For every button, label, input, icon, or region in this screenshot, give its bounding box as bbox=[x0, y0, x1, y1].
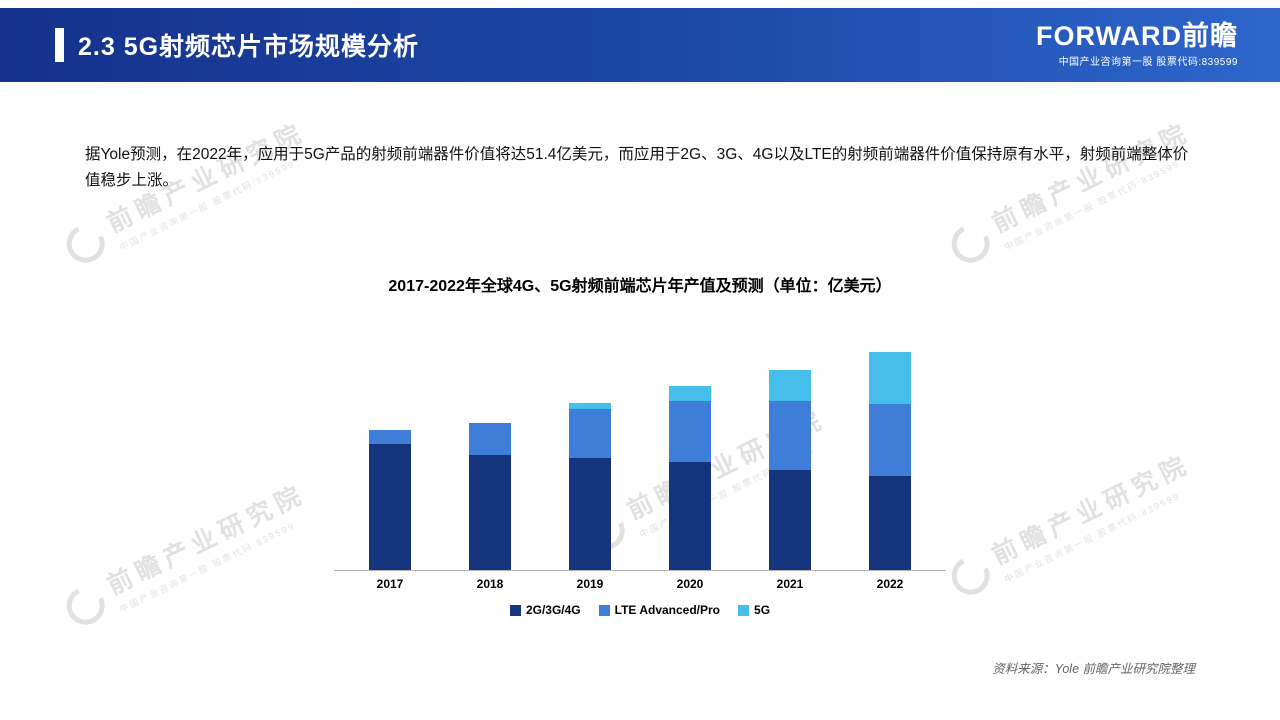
chart-bars-area bbox=[334, 340, 946, 571]
legend-label: 5G bbox=[754, 603, 771, 617]
watermark: 前瞻产业研究院 中国产业咨询第一股 股票代码:839599 bbox=[942, 112, 1203, 274]
bar-segment-2G/3G/4G bbox=[769, 469, 811, 570]
bar-segment-2G/3G/4G bbox=[369, 444, 411, 570]
bar-segment-5G bbox=[669, 386, 711, 402]
x-axis-label-2017: 2017 bbox=[376, 577, 404, 591]
bar-segment-LTE Advanced/Pro bbox=[869, 404, 911, 476]
bar-segment-LTE Advanced/Pro bbox=[469, 422, 511, 455]
x-axis-label-2022: 2022 bbox=[876, 577, 904, 591]
legend-swatch-icon bbox=[598, 604, 610, 616]
legend-label: 2G/3G/4G bbox=[525, 603, 581, 617]
bar-segment-5G bbox=[769, 369, 811, 402]
title-accent-bar bbox=[55, 28, 64, 62]
legend-item-LTE Advanced/Pro: LTE Advanced/Pro bbox=[598, 603, 721, 617]
legend-swatch-icon bbox=[738, 604, 750, 616]
bar-segment-LTE Advanced/Pro bbox=[669, 401, 711, 462]
legend-label: LTE Advanced/Pro bbox=[614, 603, 721, 617]
legend-swatch-icon bbox=[509, 604, 521, 616]
watermark-logo-icon bbox=[946, 219, 995, 268]
chart-plot: 2017 2018 2019 2020 2021 2022 bbox=[334, 340, 946, 591]
bar-stack-2021 bbox=[769, 369, 811, 570]
bar-segment-5G bbox=[569, 403, 611, 409]
bar-stack-2022 bbox=[869, 351, 911, 570]
bar-segment-LTE Advanced/Pro bbox=[369, 429, 411, 445]
bar-segment-LTE Advanced/Pro bbox=[569, 408, 611, 458]
bar-segment-2G/3G/4G bbox=[469, 454, 511, 570]
bar-stack-2018 bbox=[469, 422, 511, 570]
stacked-bar-chart: 2017-2022年全球4G、5G射频前端芯片年产值及预测（单位：亿美元） 20… bbox=[0, 272, 1280, 617]
watermark-logo-icon bbox=[61, 219, 110, 268]
bar-stack-2020 bbox=[669, 386, 711, 570]
legend-item-5G: 5G bbox=[738, 603, 770, 617]
bar-stack-2017 bbox=[369, 429, 411, 570]
chart-title: 2017-2022年全球4G、5G射频前端芯片年产值及预测（单位：亿美元） bbox=[388, 278, 892, 295]
watermark: 前瞻产业研究院 中国产业咨询第一股 股票代码:839599 bbox=[57, 112, 318, 274]
chart-legend: 2G/3G/4G LTE Advanced/Pro 5G bbox=[0, 603, 1280, 617]
legend-item-2G/3G/4G: 2G/3G/4G bbox=[509, 603, 581, 617]
bar-segment-5G bbox=[869, 351, 911, 405]
bar-stack-2019 bbox=[569, 403, 611, 570]
source-note: 资料来源：Yole 前瞻产业研究院整理 bbox=[992, 662, 1195, 676]
bar-segment-LTE Advanced/Pro bbox=[769, 401, 811, 470]
chart-x-axis-labels: 2017 2018 2019 2020 2021 2022 bbox=[334, 577, 946, 591]
forward-logo: FORWARD前瞻 中国产业咨询第一股 股票代码:839599 bbox=[1036, 21, 1238, 68]
header-bar: 2.3 5G射频芯片市场规模分析 FORWARD前瞻 中国产业咨询第一股 股票代… bbox=[0, 8, 1280, 82]
forward-logo-text: FORWARD前瞻 bbox=[1036, 21, 1238, 52]
bar-segment-2G/3G/4G bbox=[569, 457, 611, 570]
x-axis-label-2019: 2019 bbox=[576, 577, 604, 591]
forward-logo-subtitle: 中国产业咨询第一股 股票代码:839599 bbox=[1058, 56, 1238, 68]
x-axis-label-2021: 2021 bbox=[776, 577, 804, 591]
page-title: 2.3 5G射频芯片市场规模分析 bbox=[78, 33, 420, 61]
intro-paragraph: 据Yole预测，在2022年，应用于5G产品的射频前端器件价值将达51.4亿美元… bbox=[85, 146, 1189, 189]
bar-segment-2G/3G/4G bbox=[669, 461, 711, 570]
x-axis-label-2020: 2020 bbox=[676, 577, 704, 591]
x-axis-label-2018: 2018 bbox=[476, 577, 504, 591]
bar-segment-2G/3G/4G bbox=[869, 475, 911, 570]
